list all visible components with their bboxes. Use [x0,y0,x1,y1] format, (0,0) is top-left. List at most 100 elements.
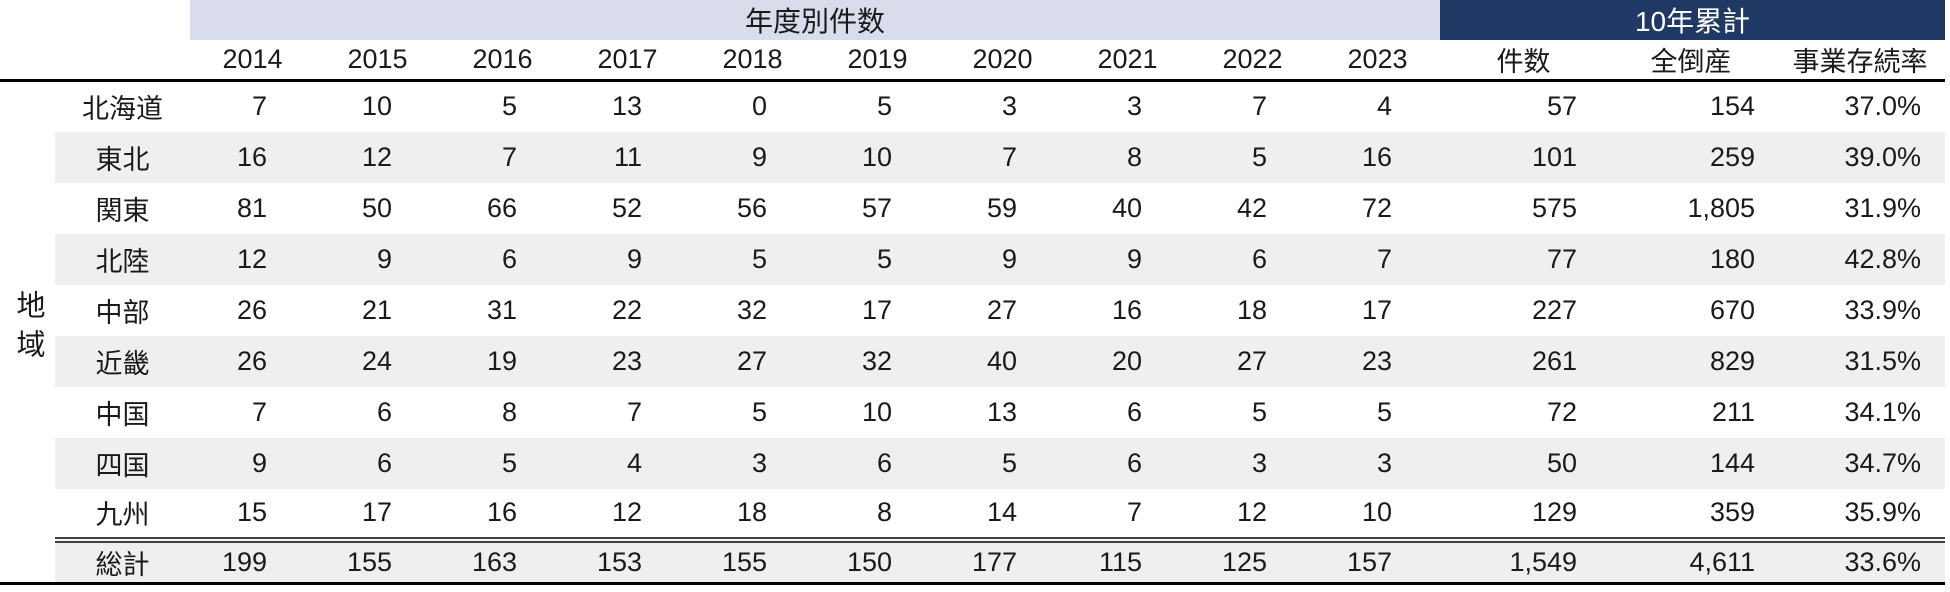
value-cell: 16 [1111,294,1142,325]
value-cell: 15 [236,497,267,527]
value-cell: 157 [1315,536,1441,583]
value-cell: 7 [626,396,642,427]
year-column-header: 2019 [815,40,940,82]
value-cell: 37.0% [1844,91,1922,122]
value-cell: 31.9% [1844,192,1922,223]
value-cell: 125 [1190,536,1315,583]
column-header-row: 2014 2015 2016 2017 2018 2019 2020 2021 … [0,40,1946,82]
value-cell: 155 [315,536,440,583]
value-cell: 18 [1236,294,1267,325]
value-cell: 40 [1111,192,1142,223]
value-cell: 32 [736,294,767,325]
value-cell: 3 [1315,437,1441,489]
value-cell: 3 [1190,437,1315,489]
value-cell: 154 [1709,91,1756,122]
region-label: 中国 [95,399,150,430]
value-cell: 32 [815,335,940,387]
region-label: 北海道 [82,94,163,125]
value-cell: 16 [486,497,517,527]
value-cell: 16 [1315,131,1441,183]
value-cell: 670 [1709,294,1756,325]
value-cell: 6 [1126,396,1142,427]
value-cell: 359 [1709,497,1756,527]
value-cell: 0 [751,91,767,122]
region-label: 東北 [55,131,190,183]
value-cell: 5 [440,437,565,489]
value-cell: 8 [1065,131,1190,183]
value-cell: 7 [1251,91,1267,122]
region-axis-label: 地域 [12,290,44,369]
table-body: 地域 北海道 7 10 5 13 0 5 3 3 7 4 57 154 37.0% 東北 16 12 7 11… [0,80,1946,583]
value-cell: 33.9% [1844,294,1922,325]
value-cell: 17 [1361,294,1393,325]
value-cell: 31 [486,294,517,325]
value-cell: 211 [1711,396,1756,427]
value-cell: 50 [1440,437,1608,489]
table-row: 地域 北海道 7 10 5 13 0 5 3 3 7 4 57 154 37.0% [0,80,1945,583]
value-cell: 11 [565,131,690,183]
value-cell: 155 [690,536,815,583]
year-column-header: 2018 [690,40,815,82]
region-label: 近畿 [55,335,190,387]
value-cell: 8 [501,396,517,427]
value-cell: 81 [236,192,267,223]
value-cell: 3 [1126,91,1142,122]
value-cell: 5 [1190,131,1315,183]
value-cell: 9 [190,437,315,489]
value-cell: 261 [1440,335,1608,387]
value-cell: 12 [190,233,315,285]
summary-column-header: 全倒産 [1607,40,1776,82]
group-header-spacer [0,0,190,40]
value-cell: 14 [986,497,1017,527]
value-cell: 199 [190,536,315,583]
value-cell: 3 [690,437,815,489]
value-cell: 56 [736,192,767,223]
value-cell: 66 [486,192,517,223]
value-cell: 34.7% [1775,437,1946,489]
year-column-header: 2020 [940,40,1065,82]
value-cell: 6 [1065,437,1190,489]
table-row: 北陸 12 9 6 9 5 5 9 9 6 7 77 180 42.8% [0,233,1946,285]
value-cell: 4 [1376,91,1393,122]
region-label: 四国 [55,437,190,489]
value-cell: 31.5% [1775,335,1946,387]
value-cell: 20 [1065,335,1190,387]
value-cell: 59 [986,192,1017,223]
value-cell: 50 [361,192,392,223]
year-column-header: 2021 [1065,40,1190,82]
value-cell: 24 [315,335,440,387]
value-cell: 575 [1531,192,1578,223]
value-cell: 18 [736,497,767,527]
value-cell: 17 [861,294,892,325]
value-cell: 5 [501,91,517,122]
value-cell: 26 [190,335,315,387]
value-cell: 5 [876,91,892,122]
value-cell: 227 [1531,294,1578,325]
value-cell: 57 [861,192,892,223]
value-cell: 72 [1546,396,1578,427]
value-cell: 8 [876,497,892,527]
value-cell: 52 [611,192,642,223]
value-cell: 180 [1607,233,1776,285]
value-cell: 13 [611,91,642,122]
value-cell: 34.1% [1844,396,1922,427]
value-cell: 9 [940,233,1065,285]
value-cell: 9 [565,233,690,285]
value-cell: 5 [940,437,1065,489]
value-cell: 3 [1001,91,1017,122]
value-cell: 1,549 [1440,536,1608,583]
value-cell: 5 [751,396,767,427]
value-cell: 9 [315,233,440,285]
value-cell: 23 [565,335,690,387]
table-row: 関東 81 50 66 52 56 57 59 40 42 72 575 1,805 31.9% [0,183,1945,234]
region-label: 中部 [95,297,150,328]
value-cell: 42.8% [1775,233,1946,285]
value-cell: 26 [236,294,267,325]
value-cell: 7 [251,91,267,122]
value-cell: 10 [361,91,392,122]
year-column-header: 2017 [565,40,690,82]
region-label: 九州 [95,500,150,530]
value-cell: 259 [1607,131,1776,183]
table-row: 近畿 26 24 19 23 27 32 40 20 27 23 261 829 31.5% [0,335,1946,387]
value-cell: 16 [190,131,315,183]
